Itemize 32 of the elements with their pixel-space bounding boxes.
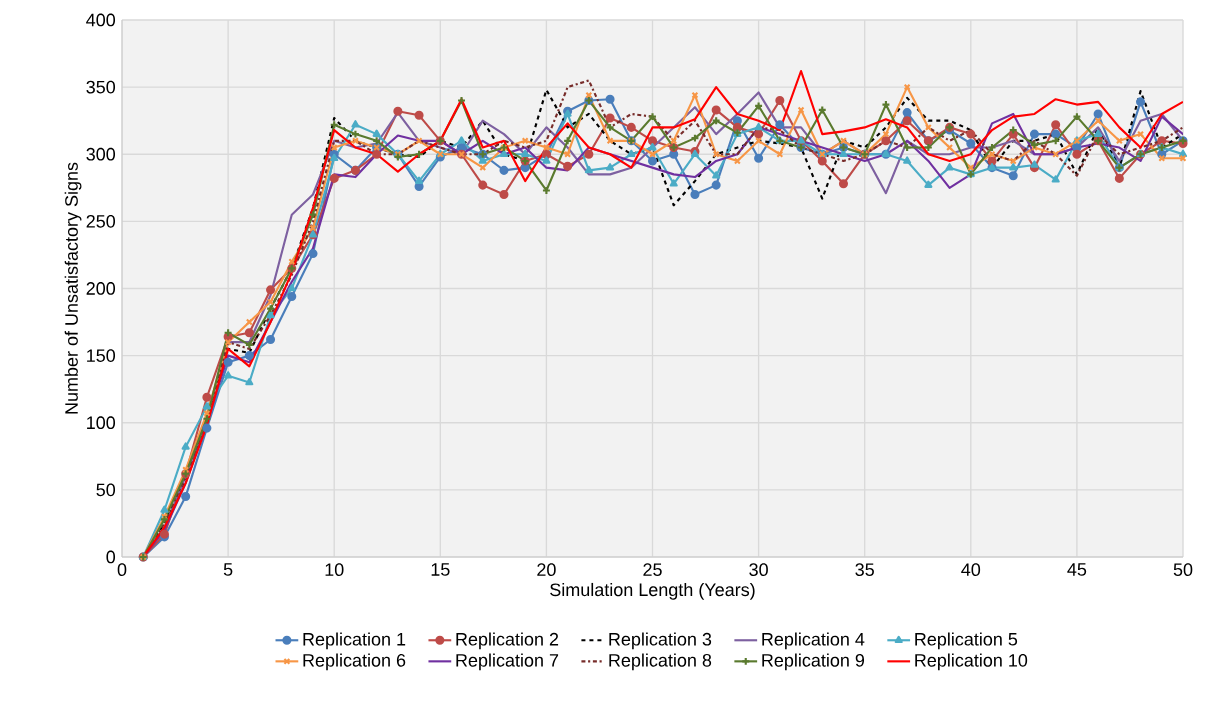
y-tick-label: 250 — [86, 214, 116, 228]
legend-label: Replication 1 — [303, 632, 406, 650]
x-tick-label: 15 — [431, 563, 450, 576]
legend-label: Replication 6 — [303, 653, 406, 671]
legend-label: Replication 2 — [456, 632, 559, 650]
y-tick-label: 400 — [86, 13, 116, 27]
x-tick-label: 10 — [325, 563, 344, 576]
legend-label: Replication 7 — [456, 653, 559, 671]
x-tick-label: 30 — [749, 563, 768, 576]
legend-label: Replication 4 — [762, 632, 865, 650]
y-tick-label: 150 — [87, 349, 116, 362]
legend-label: Replication 8 — [609, 653, 712, 671]
y-tick-label: 350 — [86, 80, 116, 94]
x-tick-label: 50 — [1173, 563, 1193, 576]
x-tick-label: 20 — [537, 563, 556, 576]
legend-label: Replication 10 — [915, 653, 1028, 671]
y-tick-label: 200 — [86, 282, 116, 295]
legend-label: Replication 5 — [915, 632, 1018, 650]
x-tick-label: 0 — [117, 563, 127, 576]
y-tick-label: 100 — [87, 416, 116, 430]
y-tick-label: 50 — [96, 483, 116, 497]
y-tick-label: 300 — [86, 147, 116, 161]
y-axis-title: Number of Unsatisfactory Signs — [64, 162, 82, 414]
y-tick-label: 0 — [106, 550, 116, 564]
legend-label: Replication 9 — [762, 653, 865, 671]
legend-label: Replication 3 — [609, 632, 712, 650]
x-tick-label: 40 — [961, 563, 981, 576]
x-tick-label: 5 — [223, 563, 233, 576]
x-axis-title: Simulation Length (Years) — [550, 582, 755, 600]
x-tick-label: 35 — [855, 563, 874, 576]
x-tick-label: 25 — [643, 563, 662, 576]
x-tick-label: 45 — [1067, 563, 1087, 576]
